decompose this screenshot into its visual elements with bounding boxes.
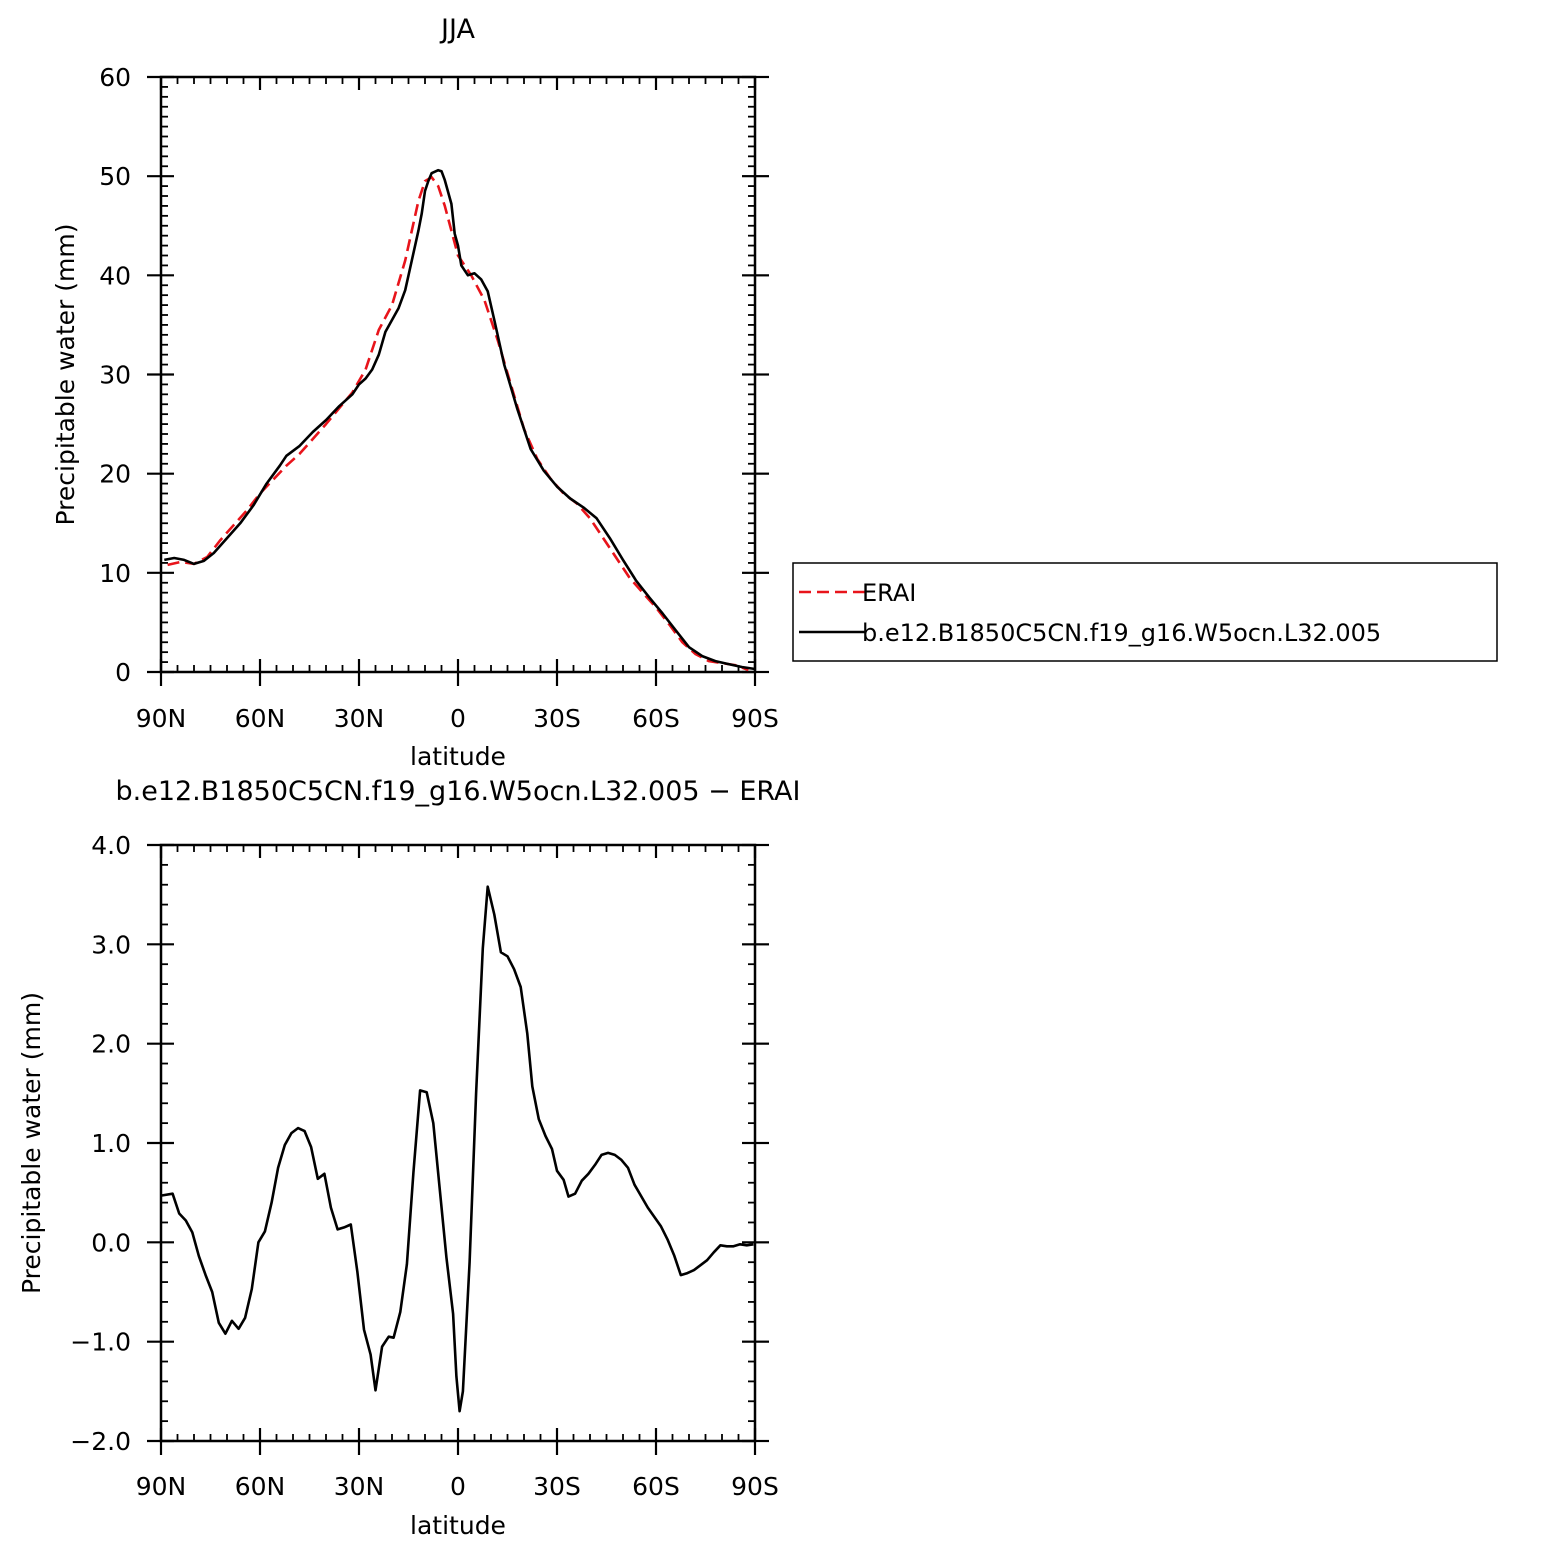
y-tick-label: 0	[115, 658, 131, 687]
legend-entry: b.e12.B1850C5CN.f19_g16.W5ocn.L32.005	[862, 619, 1381, 647]
y-tick-label: 4.0	[91, 831, 131, 860]
x-tick-label: 30N	[334, 1472, 385, 1501]
plot-frame	[159, 75, 757, 674]
x-tick-label: 60S	[632, 704, 680, 733]
x-tick-label: 0	[450, 704, 466, 733]
x-tick-label: 90N	[136, 704, 187, 733]
y-tick-label: 10	[99, 559, 131, 588]
y-tick-label: 40	[99, 261, 131, 290]
y-tick-label: 0.0	[91, 1228, 131, 1257]
y-tick-label: 50	[99, 162, 131, 191]
x-tick-label: 30S	[533, 1472, 581, 1501]
plot-frame	[159, 843, 757, 1443]
legend-box	[792, 562, 1498, 662]
y-tick-label: −1.0	[70, 1328, 131, 1357]
x-tick-label: 30N	[334, 704, 385, 733]
series-line-erai	[167, 175, 749, 672]
x-tick-label: 60S	[632, 1472, 680, 1501]
x-tick-label: 60N	[235, 704, 286, 733]
y-tick-label: 30	[99, 361, 131, 390]
y-axis-label: Precipitable water (mm)	[51, 224, 80, 526]
series-line-difference	[160, 885, 754, 1413]
x-axis-label: latitude	[410, 742, 506, 771]
chart-title: JJA	[439, 14, 475, 45]
y-tick-label: 2.0	[91, 1030, 131, 1059]
chart-title: b.e12.B1850C5CN.f19_g16.W5ocn.L32.005 − …	[115, 776, 800, 807]
x-tick-label: 90N	[136, 1472, 187, 1501]
x-tick-label: 90S	[731, 1472, 779, 1501]
x-tick-label: 0	[450, 1472, 466, 1501]
y-tick-label: 20	[99, 460, 131, 489]
x-tick-label: 60N	[235, 1472, 286, 1501]
legend-entry: ERAI	[862, 579, 916, 607]
y-tick-label: 3.0	[91, 930, 131, 959]
series-line-b-e12-b1850c5cn-f19-g16-w5ocn-l32-005	[164, 168, 756, 671]
x-tick-label: 30S	[533, 704, 581, 733]
y-tick-label: −2.0	[70, 1427, 131, 1456]
y-tick-label: 1.0	[91, 1129, 131, 1158]
x-axis-label: latitude	[410, 1511, 506, 1540]
y-tick-label: 60	[99, 63, 131, 92]
x-tick-label: 90S	[731, 704, 779, 733]
y-axis-label: Precipitable water (mm)	[17, 992, 46, 1294]
